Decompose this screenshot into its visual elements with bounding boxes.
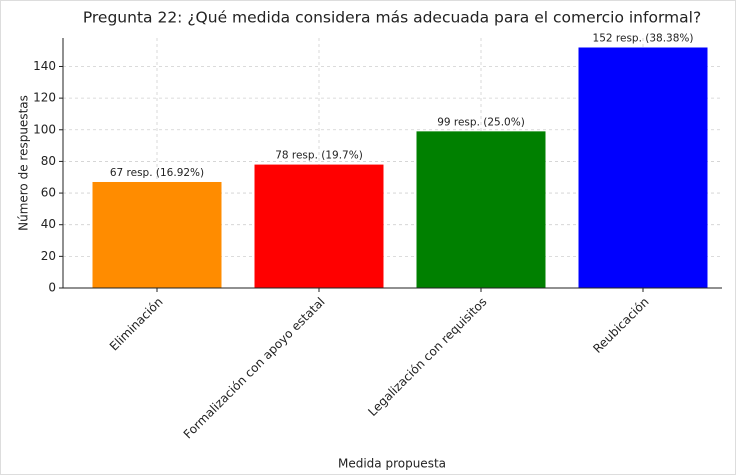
y-tick-label: 140 xyxy=(33,59,56,73)
y-tick-label: 0 xyxy=(48,281,56,295)
bar xyxy=(254,164,384,288)
y-tick-label: 60 xyxy=(41,186,56,200)
bar xyxy=(578,47,708,289)
bar xyxy=(416,131,546,288)
value-label: 99 resp. (25.0%) xyxy=(437,116,525,128)
y-tick-label: 40 xyxy=(41,217,56,231)
y-tick-label: 100 xyxy=(33,122,56,136)
x-axis-label: Medida propuesta xyxy=(338,457,446,471)
y-axis-label: Número de respuestas xyxy=(17,95,31,231)
y-tick-label: 80 xyxy=(41,154,56,168)
value-label: 78 resp. (19.7%) xyxy=(275,150,363,162)
value-label: 152 resp. (38.38%) xyxy=(593,32,694,44)
y-tick-label: 120 xyxy=(33,91,56,105)
chart-title: Pregunta 22: ¿Qué medida considera más a… xyxy=(83,9,701,27)
y-tick-label: 20 xyxy=(41,249,56,263)
bar xyxy=(92,181,222,288)
value-label: 67 resp. (16.92%) xyxy=(110,167,204,179)
